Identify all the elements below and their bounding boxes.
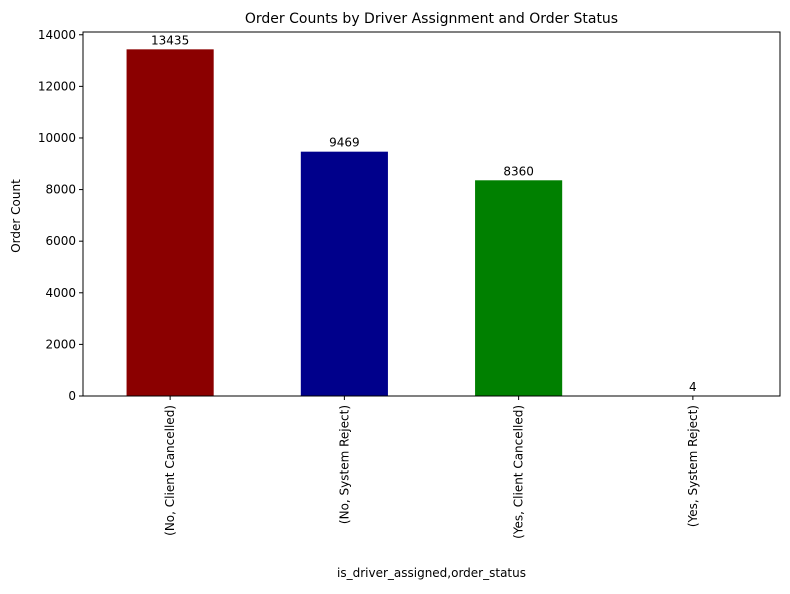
bar-1 (301, 152, 388, 396)
bar-2 (475, 180, 562, 396)
y-tick-label-6: 12000 (38, 79, 76, 93)
chart-title: Order Counts by Driver Assignment and Or… (245, 11, 618, 27)
data-label-3: 4 (689, 380, 697, 394)
y-tick-label-2: 4000 (45, 286, 76, 300)
y-tick-label-1: 2000 (45, 337, 76, 351)
y-tick-label-4: 8000 (45, 183, 76, 197)
data-label-1: 9469 (329, 136, 360, 150)
y-axis-label: Order Count (9, 179, 23, 253)
x-tick-label-3: (Yes, System Reject) (686, 405, 700, 527)
x-tick-label-0: (No, Client Cancelled) (163, 405, 177, 536)
plot-area: 13435 9469 8360 4 0 2000 4000 6000 8000 10000 1200… (38, 28, 780, 539)
x-tick-label-2: (Yes, Client Cancelled) (512, 405, 526, 539)
y-tick-label-5: 10000 (38, 131, 76, 145)
data-label-0: 13435 (151, 33, 189, 47)
y-tick-label-7: 14000 (38, 28, 76, 42)
y-tick-label-0: 0 (68, 389, 76, 403)
x-axis-label: is_driver_assigned,order_status (337, 566, 526, 580)
data-label-2: 8360 (503, 164, 534, 178)
bar-0 (127, 49, 214, 396)
y-tick-label-3: 6000 (45, 234, 76, 248)
x-tick-label-1: (No, System Reject) (337, 405, 351, 524)
